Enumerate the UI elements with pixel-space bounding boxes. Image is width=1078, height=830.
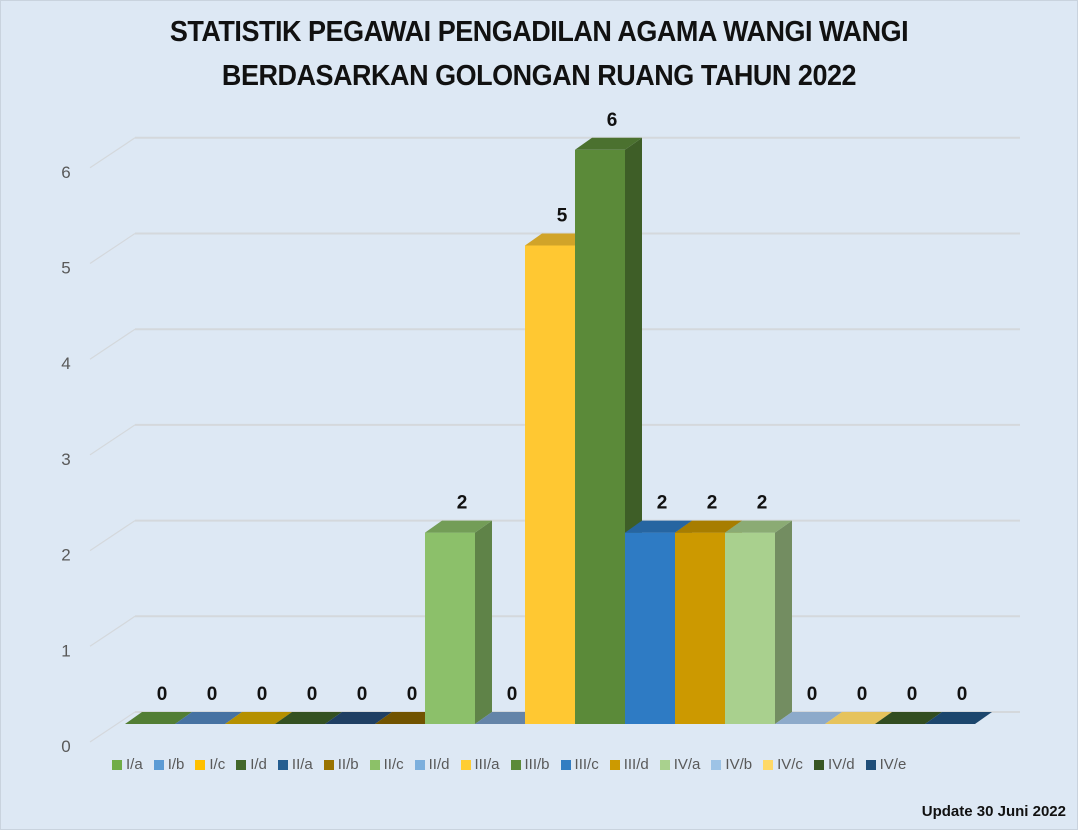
y-tick-label: 6 — [61, 163, 70, 182]
data-label: 0 — [157, 684, 168, 705]
bar-i-b: 0 — [175, 684, 242, 724]
legend-swatch-icon — [659, 759, 670, 770]
legend-item-ii-b: II/b — [323, 756, 359, 773]
data-label: 0 — [307, 684, 318, 705]
legend-item-iv-a: IV/a — [659, 756, 701, 773]
data-label: 6 — [607, 110, 618, 131]
legend-label: II/b — [337, 756, 359, 773]
legend-label: I/b — [167, 756, 185, 773]
bar-ii-c: 2 — [425, 493, 492, 724]
data-label: 0 — [507, 684, 518, 705]
legend-item-ii-a: II/a — [277, 756, 313, 773]
legend-label: I/a — [126, 756, 143, 773]
legend-item-i-b: I/b — [153, 756, 185, 773]
legend-label: III/c — [574, 756, 599, 773]
bar-iv-b: 0 — [775, 684, 842, 724]
legend-swatch-icon — [414, 759, 425, 770]
legend-swatch-icon — [711, 759, 722, 770]
data-label: 0 — [207, 684, 218, 705]
data-label: 0 — [357, 684, 368, 705]
legend-swatch-icon — [560, 759, 571, 770]
legend-swatch-icon — [195, 759, 206, 770]
legend-swatch-icon — [323, 759, 334, 770]
y-tick-label: 4 — [61, 354, 70, 373]
y-tick-label: 3 — [61, 450, 70, 469]
legend-label: I/d — [250, 756, 267, 773]
legend-label: IV/a — [673, 756, 701, 773]
legend-label: IV/e — [879, 756, 907, 773]
legend-swatch-icon — [813, 759, 824, 770]
data-label: 0 — [857, 684, 868, 705]
bar-iv-e: 0 — [925, 684, 992, 724]
data-label: 2 — [457, 493, 468, 514]
data-label: 0 — [807, 684, 818, 705]
legend-item-i-d: I/d — [236, 756, 267, 773]
legend-label: IV/d — [827, 756, 855, 773]
legend-swatch-icon — [112, 759, 122, 770]
legend-swatch-icon — [510, 759, 521, 770]
legend-swatch-icon — [153, 759, 164, 770]
legend-item-iv-d: IV/d — [813, 756, 855, 773]
legend-item-iii-d: III/d — [609, 756, 649, 773]
data-label: 0 — [957, 684, 968, 705]
bar-ii-a: 0 — [325, 684, 392, 724]
update-note: Update 30 Juni 2022 — [921, 803, 1066, 820]
legend-swatch-icon — [369, 759, 380, 770]
bar-iii-b: 6 — [575, 110, 642, 725]
legend-label: II/c — [383, 756, 404, 773]
chart-title: STATISTIK PEGAWAI PENGADILAN AGAMA WANGI… — [38, 10, 1041, 98]
legend-swatch-icon — [236, 759, 247, 770]
legend-item-iii-b: III/b — [510, 756, 550, 773]
legend-swatch-icon — [460, 759, 471, 770]
legend-label: III/d — [623, 756, 649, 773]
legend-label: III/b — [524, 756, 550, 773]
legend-item-iv-e: IV/e — [865, 756, 907, 773]
y-tick-label: 2 — [61, 546, 70, 565]
legend-item-iii-c: III/c — [560, 756, 599, 773]
legend-item-iii-a: III/a — [460, 756, 500, 773]
data-label: 0 — [257, 684, 268, 705]
bar-iv-a: 2 — [725, 493, 792, 724]
data-label: 2 — [657, 493, 668, 514]
chart-legend: I/a I/b I/c I/d II/a II/b II/c II/d III/a III/b II… — [112, 756, 1032, 773]
data-label: 2 — [757, 493, 768, 514]
data-label: 0 — [407, 684, 418, 705]
legend-swatch-icon — [277, 759, 288, 770]
legend-item-ii-d: II/d — [414, 756, 450, 773]
legend-item-i-c: I/c — [195, 756, 225, 773]
legend-label: II/d — [428, 756, 450, 773]
bars: 0 0 0 0 0 0 2 0 5 6 2 2 2 0 0 0 0 — [125, 110, 992, 725]
legend-swatch-icon — [609, 759, 620, 770]
legend-label: I/c — [209, 756, 226, 773]
legend-item-i-a: I/a — [112, 756, 143, 773]
chart-title-line-1: STATISTIK PEGAWAI PENGADILAN AGAMA WANGI… — [169, 16, 909, 48]
chart-title-line-2: BERDASARKAN GOLONGAN RUANG TAHUN 2022 — [221, 60, 857, 92]
y-tick-label: 5 — [61, 259, 70, 278]
legend-label: III/a — [474, 756, 500, 773]
legend-swatch-icon — [763, 759, 774, 770]
legend-item-iv-c: IV/c — [763, 756, 803, 773]
legend-item-iv-b: IV/b — [711, 756, 752, 773]
legend-label: II/a — [291, 756, 313, 773]
bar-iv-d: 0 — [875, 684, 942, 724]
legend-swatch-icon — [865, 759, 876, 770]
y-tick-label: 1 — [61, 641, 70, 660]
bar-i-a: 0 — [125, 684, 192, 724]
legend-label: IV/b — [725, 756, 753, 773]
bar-i-d: 0 — [275, 684, 342, 724]
data-label: 5 — [557, 206, 568, 227]
y-tick-label: 0 — [61, 737, 70, 756]
legend-label: IV/c — [777, 756, 803, 773]
bar-iv-c: 0 — [825, 684, 892, 724]
legend-item-ii-c: II/c — [369, 756, 404, 773]
data-label: 0 — [907, 684, 918, 705]
data-label: 2 — [707, 493, 718, 514]
bar-i-c: 0 — [225, 684, 292, 724]
